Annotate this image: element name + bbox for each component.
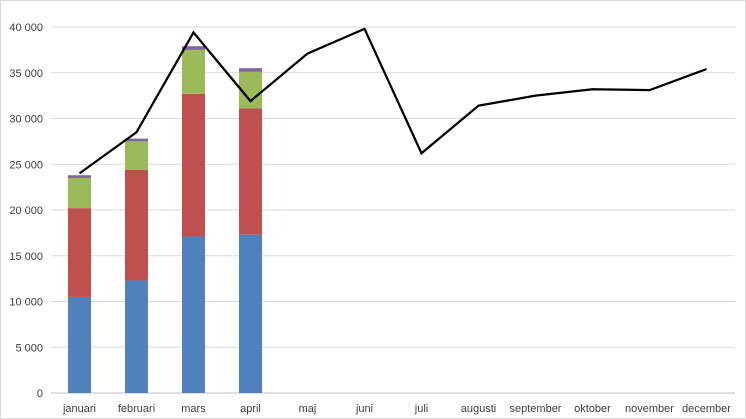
bar-segment-4	[182, 46, 205, 50]
y-axis-tick-labels: 0 5 000 10 000 15 000 20 000 25 000 30 000 35 0…	[9, 22, 43, 400]
x-tick-label: maj	[299, 403, 317, 415]
x-tick-label: mars	[181, 403, 206, 415]
bar-segment-3	[239, 71, 262, 109]
y-tick-label: 25 000	[9, 159, 43, 171]
bar-segment-2	[239, 108, 262, 235]
x-tick-label: november	[625, 403, 674, 415]
line-series	[78, 27, 707, 175]
bar-segment-1	[68, 296, 91, 393]
bar-segment-3	[68, 177, 91, 209]
bar-segment-1	[239, 234, 262, 393]
bar-segment-4	[125, 138, 148, 142]
x-axis-tick-labels: januari februari mars april maj juni juli augus…	[62, 403, 731, 415]
y-tick-label: 35 000	[9, 68, 43, 80]
bar-segment-2	[68, 208, 91, 297]
x-tick-label: september	[510, 403, 562, 415]
bar-segment-4	[239, 68, 262, 72]
stacked-bars	[68, 46, 262, 393]
x-tick-label: januari	[62, 403, 96, 415]
y-tick-label: 5 000	[15, 342, 43, 354]
y-tick-label: 20 000	[9, 205, 43, 217]
y-tick-label: 10 000	[9, 297, 43, 309]
x-tick-label: juni	[355, 403, 373, 415]
bar-segment-2	[125, 169, 148, 281]
bar-segment-2	[182, 93, 205, 237]
bar-segment-1	[125, 280, 148, 393]
y-tick-label: 30 000	[9, 114, 43, 126]
y-tick-label: 0	[37, 388, 43, 400]
x-tick-label: december	[682, 403, 731, 415]
y-tick-label: 40 000	[9, 22, 43, 34]
bar-segment-1	[182, 236, 205, 393]
x-tick-label: juli	[414, 403, 428, 415]
x-tick-label: februari	[118, 403, 155, 415]
x-tick-label: april	[240, 403, 261, 415]
total-line	[78, 27, 707, 175]
gridlines	[51, 26, 735, 394]
x-tick-label: oktober	[574, 403, 611, 415]
x-tick-label: augusti	[461, 403, 496, 415]
bar-segment-3	[182, 49, 205, 94]
bar-segment-4	[68, 175, 91, 178]
bar-segment-3	[125, 141, 148, 170]
y-tick-label: 15 000	[9, 251, 43, 263]
